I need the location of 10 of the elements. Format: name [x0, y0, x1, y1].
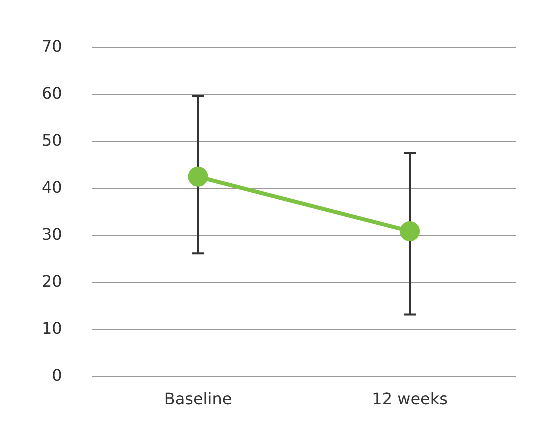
y-tick-label: 10 [42, 318, 62, 338]
y-tick-label: 60 [42, 84, 62, 103]
y-tick-label: 0 [52, 366, 62, 385]
y-tick-label: 40 [42, 178, 62, 197]
x-tick-label: Baseline [164, 390, 232, 409]
y-tick-label: 20 [42, 272, 62, 291]
x-tick-label: 12 weeks [372, 390, 448, 409]
y-tick-label: 70 [42, 36, 62, 56]
y-tick-label: 30 [42, 224, 62, 244]
y-tick-label: 50 [42, 130, 62, 150]
